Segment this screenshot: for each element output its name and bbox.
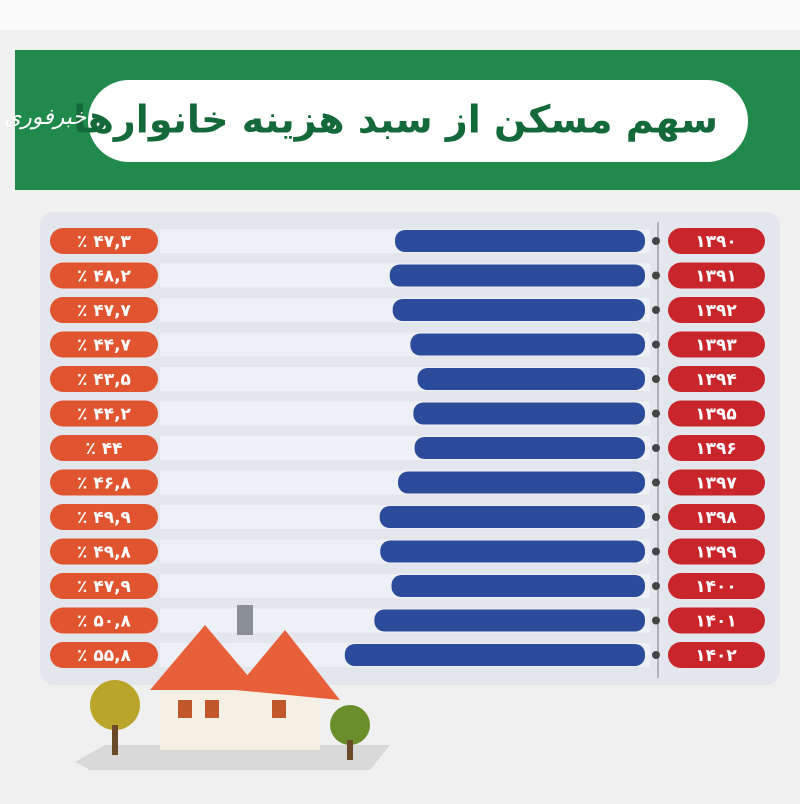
category-label: ۱۳۹۳ <box>695 336 737 356</box>
axis-dot <box>652 444 660 452</box>
brand-logo: خبرفوری <box>4 105 87 130</box>
value-pill <box>50 538 158 565</box>
category-pill <box>668 573 765 599</box>
category-pill <box>668 297 765 323</box>
category-label: ۱۳۹۴ <box>695 370 737 390</box>
value-label: ٪ ۴۹,۹ <box>77 508 132 528</box>
axis-dot <box>652 409 660 418</box>
category-label: ۱۴۰۱ <box>695 612 737 632</box>
category-pill <box>668 469 765 496</box>
category-label: ۱۳۹۶ <box>695 439 737 459</box>
bar <box>392 299 645 321</box>
value-pill <box>50 228 158 254</box>
category-label: ۱۳۹۲ <box>695 301 737 321</box>
value-label: ٪ ۴۷,۹ <box>77 577 132 597</box>
bar <box>344 644 645 666</box>
bar <box>374 609 645 632</box>
category-label: ۱۳۹۱ <box>695 267 737 287</box>
category-pill <box>668 331 765 358</box>
category-label: ۱۳۹۹ <box>695 543 737 563</box>
bar <box>395 230 645 252</box>
value-label: ٪ ۴۶,۸ <box>77 474 132 494</box>
value-label: ٪ ۴۴ <box>85 439 122 459</box>
bar <box>410 333 645 356</box>
category-pill <box>668 435 765 461</box>
axis-dot <box>652 616 660 625</box>
title-pill <box>88 80 748 162</box>
axis-dot <box>652 547 660 556</box>
title: سهم مسکن از سبد هزینه خانوارها <box>73 98 718 143</box>
bar <box>398 471 645 494</box>
category-pill <box>668 228 765 254</box>
category-label: ۱۳۹۵ <box>695 405 737 425</box>
category-label: ۱۳۹۷ <box>695 474 737 494</box>
value-label: ٪ ۵۰,۸ <box>77 612 132 632</box>
top-band <box>0 0 800 30</box>
value-pill <box>50 607 158 634</box>
category-pill <box>668 400 765 427</box>
axis-dot <box>652 375 660 383</box>
category-pill <box>668 607 765 634</box>
value-pill <box>50 366 158 392</box>
category-label: ۱۴۰۲ <box>695 646 737 666</box>
value-pill <box>50 435 158 461</box>
value-pill <box>50 573 158 599</box>
category-pill <box>668 538 765 565</box>
axis-dot <box>652 651 660 659</box>
value-pill <box>50 400 158 427</box>
bar <box>417 368 645 390</box>
value-label: ٪ ۴۷,۳ <box>77 232 132 252</box>
value-label: ٪ ۴۴,۷ <box>77 336 132 356</box>
category-pill <box>668 262 765 289</box>
value-label: ٪ ۴۹,۸ <box>77 543 132 563</box>
axis-dot <box>652 271 660 280</box>
value-pill <box>50 642 158 668</box>
value-label: ٪ ۴۴,۲ <box>77 405 132 425</box>
value-pill <box>50 331 158 358</box>
category-label: ۱۳۹۰ <box>695 232 737 252</box>
bar <box>414 437 645 459</box>
house-illustration <box>75 605 390 770</box>
axis-dot <box>652 513 660 521</box>
category-pill <box>668 504 765 530</box>
value-pill <box>50 262 158 289</box>
bar <box>413 402 645 425</box>
axis-dot <box>652 306 660 314</box>
value-pill <box>50 504 158 530</box>
axis-dot <box>652 582 660 590</box>
bar <box>380 540 645 563</box>
value-pill <box>50 297 158 323</box>
bars: ۱۳۹۰ ٪ ۴۷,۳ ۱۳۹۱ ٪ ۴۸,۲ ۱۳۹۲ ٪ ۴۷,۷ ۱۳۹۳ ٪ ۴۴,۷… <box>50 228 765 668</box>
bar <box>391 575 645 597</box>
value-pill <box>50 469 158 496</box>
category-pill <box>668 642 765 668</box>
axis-dot <box>652 478 660 487</box>
axis-dot <box>652 237 660 245</box>
bar <box>389 264 645 287</box>
category-pill <box>668 366 765 392</box>
value-label: ٪ ۵۵,۸ <box>77 646 132 666</box>
category-label: ۱۴۰۰ <box>695 577 737 597</box>
value-label: ٪ ۴۷,۷ <box>77 301 132 321</box>
value-label: ٪ ۴۳,۵ <box>77 370 131 390</box>
category-label: ۱۳۹۸ <box>695 508 737 528</box>
bar <box>379 506 645 528</box>
value-label: ٪ ۴۸,۲ <box>77 267 132 287</box>
axis-dot <box>652 340 660 349</box>
